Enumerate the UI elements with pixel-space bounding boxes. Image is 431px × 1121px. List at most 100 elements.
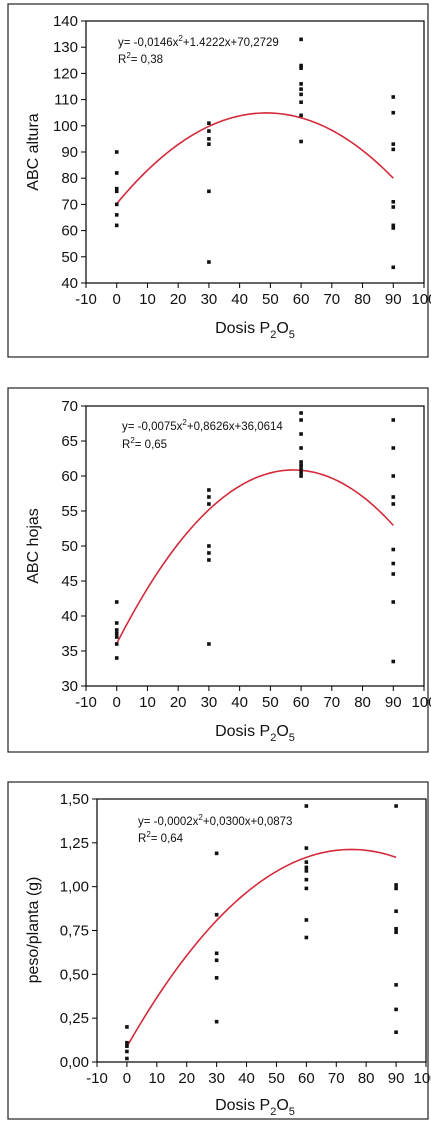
data-point bbox=[299, 87, 303, 91]
data-point bbox=[391, 495, 396, 499]
r-squared-label: R2= 0,65 bbox=[122, 436, 167, 451]
data-point bbox=[299, 82, 303, 86]
data-point bbox=[207, 488, 211, 492]
data-point bbox=[394, 886, 398, 891]
plot-area bbox=[85, 20, 425, 284]
x-tick-label: 20 bbox=[170, 694, 187, 711]
y-tick-label: 60 bbox=[61, 223, 78, 240]
data-point bbox=[304, 846, 309, 850]
y-tick-label: 70 bbox=[61, 398, 78, 415]
data-point bbox=[125, 1025, 129, 1029]
y-tick-label: 35 bbox=[61, 643, 78, 660]
data-point bbox=[214, 1019, 219, 1024]
data-point bbox=[125, 1040, 129, 1045]
chart-altura: -10 0 10 20 30 40 50 60 70 80 90 100 40 50 60 70 80 90 100… bbox=[7, 3, 431, 358]
data-point bbox=[114, 631, 119, 636]
x-tick-label: 50 bbox=[262, 291, 279, 308]
y-tick-label: 45 bbox=[61, 573, 78, 590]
y-tick-label: 65 bbox=[61, 433, 78, 450]
y-tick-label: 0,50 bbox=[60, 966, 89, 983]
data-point bbox=[114, 628, 119, 632]
y-axis-label: ABC hojas bbox=[25, 508, 42, 584]
y-tick-label: 50 bbox=[61, 538, 78, 555]
x-tick-label: 60 bbox=[298, 1070, 315, 1087]
x-axis-label: Dosis P2O5 bbox=[215, 723, 295, 744]
fit-curve bbox=[116, 112, 394, 205]
data-point bbox=[114, 642, 119, 646]
fit-equation: y= -0,0002x2+0,0300x+0,0873 bbox=[138, 813, 292, 828]
x-tick-label: 20 bbox=[178, 1070, 195, 1087]
y-axis-label: ABC altura bbox=[25, 113, 42, 190]
fit-equation: y= -0,0075x2+0,8626x+36,0614 bbox=[122, 418, 283, 433]
data-point bbox=[114, 656, 119, 660]
data-point bbox=[207, 129, 211, 133]
x-tick-label: 70 bbox=[323, 694, 340, 711]
x-tick-label: 90 bbox=[385, 291, 402, 308]
data-point bbox=[391, 547, 396, 552]
data-point bbox=[207, 642, 211, 646]
x-tick-label: 30 bbox=[201, 694, 218, 711]
x-tick-label: 0 bbox=[113, 291, 121, 308]
y-tick-label: 1,50 bbox=[60, 791, 89, 808]
data-point bbox=[304, 804, 309, 808]
data-point bbox=[391, 474, 396, 478]
x-tick-label: 100 bbox=[411, 291, 431, 308]
data-point bbox=[125, 1056, 129, 1061]
data-point bbox=[207, 551, 211, 555]
x-tick-label: 0 bbox=[113, 694, 121, 711]
chart-hojas: -10 0 10 20 30 40 50 60 70 80 90 100 30 35 40 45 50 55 60 6… bbox=[7, 387, 431, 753]
data-point bbox=[114, 186, 119, 191]
data-point bbox=[114, 202, 119, 207]
data-point bbox=[299, 66, 303, 70]
x-tick-label: 60 bbox=[293, 694, 310, 711]
data-point bbox=[299, 474, 303, 478]
data-point bbox=[114, 150, 119, 154]
y-tick-label: 40 bbox=[61, 275, 78, 292]
data-point bbox=[214, 912, 219, 917]
data-point bbox=[299, 470, 303, 475]
y-tick-label: 70 bbox=[61, 196, 78, 213]
data-point bbox=[391, 226, 396, 230]
data-point bbox=[299, 37, 303, 42]
x-tick-label: -10 bbox=[86, 1070, 108, 1087]
data-point bbox=[125, 1044, 129, 1049]
data-point bbox=[304, 918, 309, 922]
data-point bbox=[114, 223, 119, 228]
chart-panel-peso: -10 0 10 20 30 40 50 60 70 80 90 100 0,00 0,25 0,50 0,7… bbox=[0, 778, 431, 1121]
y-tick-label: 140 bbox=[53, 13, 78, 30]
x-tick-label: 90 bbox=[385, 694, 402, 711]
data-point bbox=[207, 121, 211, 125]
fit-curve bbox=[116, 469, 394, 644]
data-point bbox=[391, 572, 396, 576]
data-point bbox=[299, 418, 303, 422]
x-tick-label: 30 bbox=[201, 291, 218, 308]
data-point bbox=[299, 446, 303, 450]
data-point bbox=[299, 63, 303, 68]
y-tick-label: 80 bbox=[61, 170, 78, 187]
data-point bbox=[114, 621, 119, 625]
x-tick-label: 80 bbox=[354, 291, 371, 308]
data-point bbox=[394, 1007, 398, 1012]
data-point bbox=[299, 467, 303, 471]
data-point bbox=[391, 199, 396, 204]
y-tick-label: 90 bbox=[61, 144, 78, 161]
chart-frame bbox=[7, 781, 429, 1120]
data-point bbox=[299, 411, 303, 415]
data-point bbox=[114, 635, 119, 639]
y-tick-label: 0,75 bbox=[60, 923, 89, 940]
y-tick-label: 40 bbox=[61, 608, 78, 625]
data-point bbox=[391, 600, 396, 604]
data-point bbox=[207, 142, 211, 146]
x-tick-label: 80 bbox=[358, 1070, 375, 1087]
y-tick-label: 50 bbox=[61, 249, 78, 266]
data-point bbox=[299, 139, 303, 144]
fit-equation: y= -0,0146x2+1.4222x+70,2729 bbox=[118, 34, 279, 49]
chart-frame bbox=[7, 387, 429, 753]
y-tick-label: 130 bbox=[53, 39, 78, 56]
x-tick-label: 10 bbox=[139, 694, 156, 711]
data-point bbox=[394, 983, 398, 987]
x-tick-label: 80 bbox=[354, 694, 371, 711]
plot-area bbox=[85, 405, 425, 687]
x-tick-label: 70 bbox=[328, 1070, 345, 1087]
data-point bbox=[391, 142, 396, 146]
